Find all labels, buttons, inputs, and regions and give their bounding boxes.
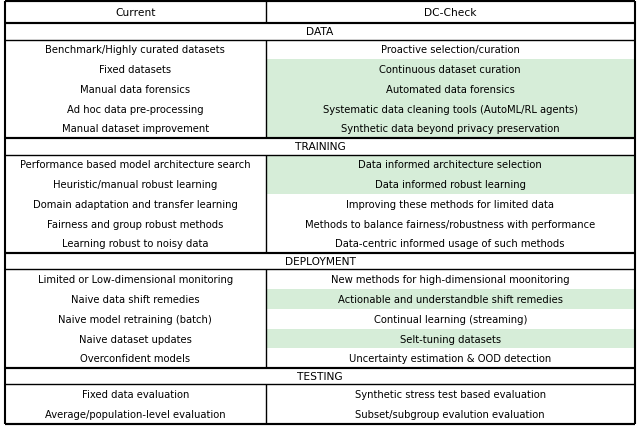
Text: Overconfident models: Overconfident models bbox=[80, 354, 191, 363]
Text: Naive data shift remedies: Naive data shift remedies bbox=[71, 294, 200, 304]
Text: Current: Current bbox=[115, 8, 156, 18]
Text: Fixed datasets: Fixed datasets bbox=[99, 65, 172, 75]
Text: Methods to balance fairness/robustness with performance: Methods to balance fairness/robustness w… bbox=[305, 219, 595, 229]
Text: DC-Check: DC-Check bbox=[424, 8, 477, 18]
Text: Domain adaptation and transfer learning: Domain adaptation and transfer learning bbox=[33, 199, 238, 209]
Bar bbox=[266, 155, 635, 195]
Bar bbox=[266, 290, 635, 309]
Text: Heuristic/manual robust learning: Heuristic/manual robust learning bbox=[53, 180, 218, 190]
Text: Actionable and understandble shift remedies: Actionable and understandble shift remed… bbox=[338, 294, 563, 304]
Text: Fixed data evaluation: Fixed data evaluation bbox=[82, 389, 189, 399]
Text: Synthetic data beyond privacy preservation: Synthetic data beyond privacy preservati… bbox=[341, 124, 559, 134]
Text: Synthetic stress test based evaluation: Synthetic stress test based evaluation bbox=[355, 389, 546, 399]
Text: Naive dataset updates: Naive dataset updates bbox=[79, 334, 192, 344]
Text: Subset/subgroup evalution evaluation: Subset/subgroup evalution evaluation bbox=[355, 409, 545, 419]
Text: Selt-tuning datasets: Selt-tuning datasets bbox=[399, 334, 501, 344]
Text: Naive model retraining (batch): Naive model retraining (batch) bbox=[58, 314, 212, 324]
Text: Continuous dataset curation: Continuous dataset curation bbox=[380, 65, 521, 75]
Text: New methods for high-dimensional moonitoring: New methods for high-dimensional moonito… bbox=[331, 275, 570, 285]
Text: Fairness and group robust methods: Fairness and group robust methods bbox=[47, 219, 223, 229]
Text: Uncertainty estimation & OOD detection: Uncertainty estimation & OOD detection bbox=[349, 354, 552, 363]
Text: Data-centric informed usage of such methods: Data-centric informed usage of such meth… bbox=[335, 239, 565, 249]
Text: TESTING: TESTING bbox=[297, 371, 343, 381]
Text: Continual learning (streaming): Continual learning (streaming) bbox=[374, 314, 527, 324]
Bar bbox=[266, 329, 635, 348]
Text: DATA: DATA bbox=[307, 27, 333, 37]
Text: Manual data forensics: Manual data forensics bbox=[80, 85, 191, 95]
Text: DEPLOYMENT: DEPLOYMENT bbox=[285, 257, 355, 267]
Text: Average/population-level evaluation: Average/population-level evaluation bbox=[45, 409, 226, 419]
Text: Data informed robust learning: Data informed robust learning bbox=[375, 180, 525, 190]
Text: Manual dataset improvement: Manual dataset improvement bbox=[62, 124, 209, 134]
Text: Improving these methods for limited data: Improving these methods for limited data bbox=[346, 199, 554, 209]
Text: Limited or Low-dimensional monitoring: Limited or Low-dimensional monitoring bbox=[38, 275, 233, 285]
Text: Systematic data cleaning tools (AutoML/RL agents): Systematic data cleaning tools (AutoML/R… bbox=[323, 104, 578, 115]
Text: Benchmark/Highly curated datasets: Benchmark/Highly curated datasets bbox=[45, 45, 225, 55]
Text: Performance based model architecture search: Performance based model architecture sea… bbox=[20, 160, 251, 170]
Text: Ad hoc data pre-processing: Ad hoc data pre-processing bbox=[67, 104, 204, 115]
Text: Data informed architecture selection: Data informed architecture selection bbox=[358, 160, 542, 170]
Text: Proactive selection/curation: Proactive selection/curation bbox=[381, 45, 520, 55]
Text: Automated data forensics: Automated data forensics bbox=[386, 85, 515, 95]
Text: TRAINING: TRAINING bbox=[294, 142, 346, 152]
Bar bbox=[266, 60, 635, 139]
Text: Learning robust to noisy data: Learning robust to noisy data bbox=[62, 239, 209, 249]
